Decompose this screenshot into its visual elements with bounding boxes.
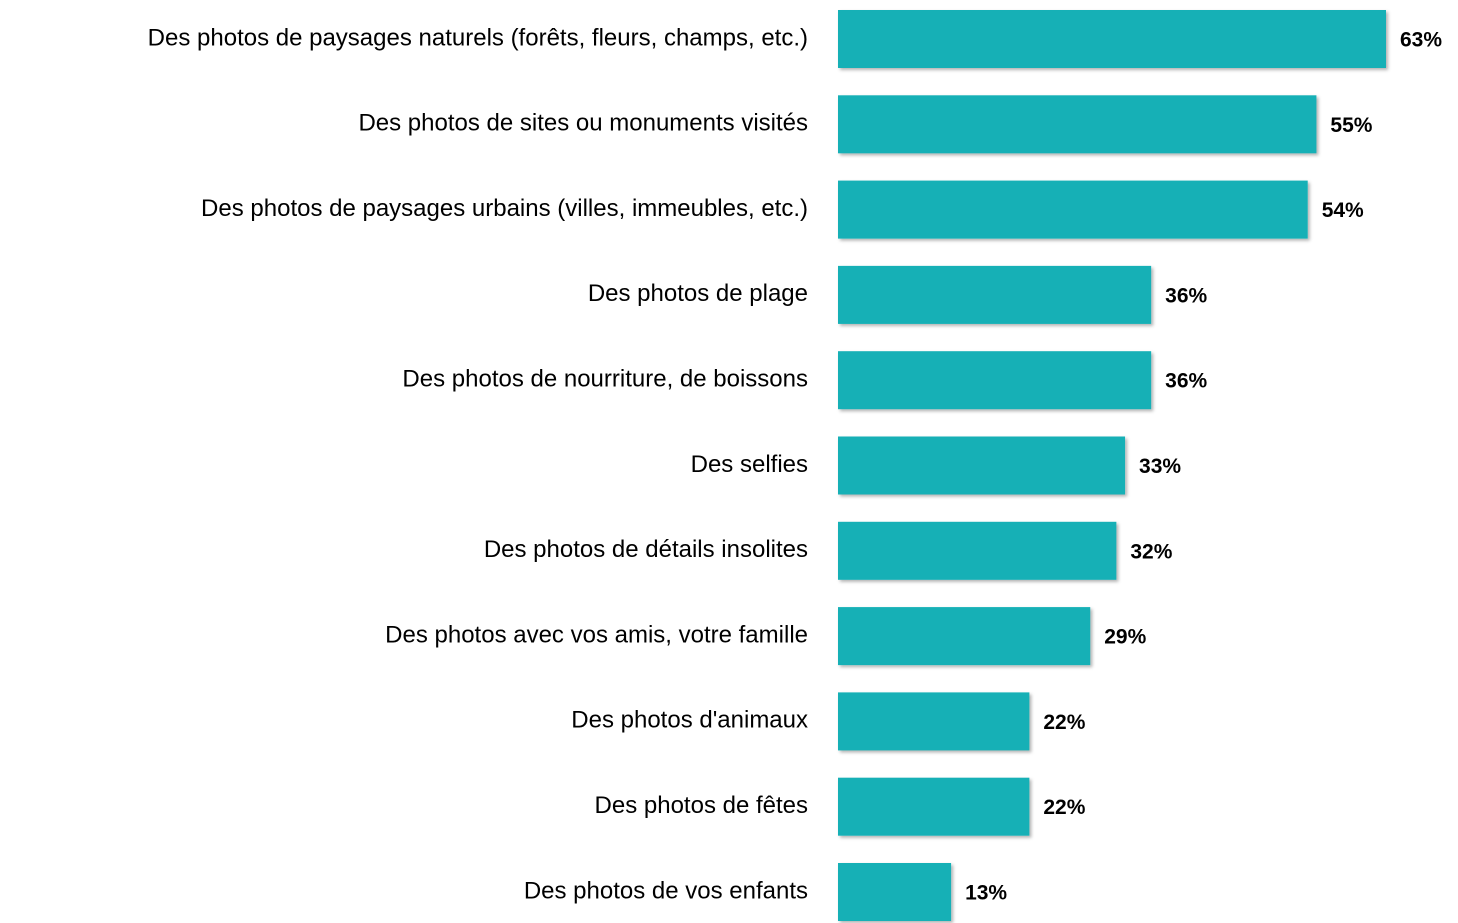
category-label: Des selfies [691, 451, 808, 478]
value-label: 33% [1139, 455, 1181, 478]
value-label: 63% [1400, 29, 1442, 52]
category-label: Des photos avec vos amis, votre famille [385, 621, 808, 648]
category-label: Des photos de vos enfants [524, 877, 808, 904]
bar [838, 607, 1091, 666]
category-label: Des photos d'animaux [571, 707, 808, 734]
bar [838, 777, 1030, 836]
value-label: 22% [1043, 796, 1085, 819]
bar [838, 436, 1126, 495]
category-label: Des photos de détails insolites [484, 536, 808, 563]
bar [838, 180, 1308, 239]
bar [838, 95, 1317, 154]
bar [838, 351, 1152, 410]
category-label: Des photos de nourriture, de boissons [402, 366, 808, 393]
category-label: Des photos de paysages naturels (forêts,… [148, 24, 808, 51]
value-label: 22% [1043, 711, 1085, 734]
bar [838, 692, 1030, 751]
bar [838, 10, 1386, 68]
value-label: 13% [965, 882, 1007, 905]
value-label: 36% [1165, 284, 1207, 307]
category-label: Des photos de plage [588, 280, 808, 307]
category-label: Des photos de fêtes [595, 792, 808, 819]
value-label: 54% [1322, 199, 1364, 222]
value-label: 55% [1330, 114, 1372, 137]
bar [838, 863, 952, 921]
value-label: 32% [1130, 540, 1172, 563]
bar [838, 521, 1117, 580]
value-label: 29% [1104, 626, 1146, 649]
category-label: Des photos de paysages urbains (villes, … [201, 195, 808, 222]
category-label: Des photos de sites ou monuments visités [358, 110, 808, 137]
value-label: 36% [1165, 370, 1207, 393]
bar [838, 265, 1152, 324]
